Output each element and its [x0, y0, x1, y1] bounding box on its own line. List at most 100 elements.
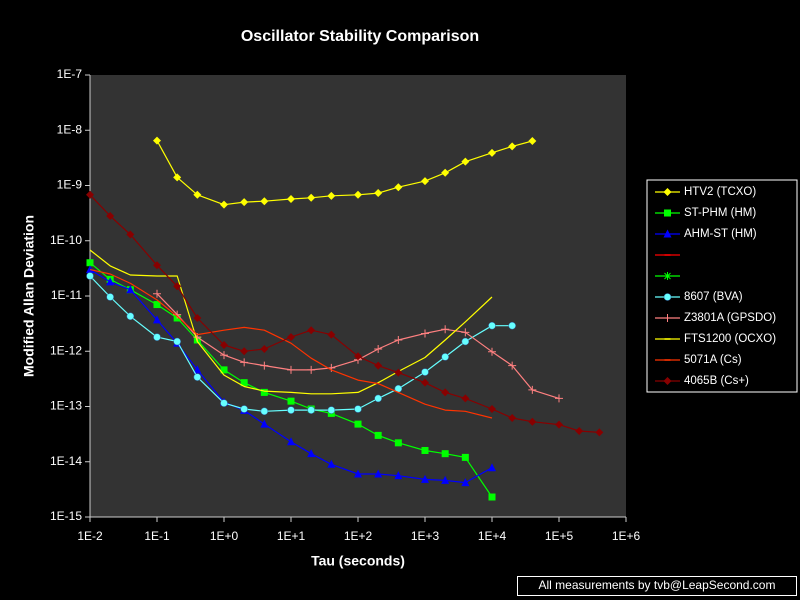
data-point [153, 136, 161, 145]
data-point [86, 265, 94, 274]
data-point [240, 347, 249, 356]
data-point [528, 385, 537, 394]
data-point [354, 420, 362, 428]
data-point [260, 344, 269, 353]
data-point [86, 190, 94, 199]
data-point [421, 446, 429, 454]
data-point [488, 347, 496, 356]
data-point [488, 463, 496, 472]
data-point [595, 428, 604, 437]
data-point [374, 361, 383, 370]
data-point [354, 469, 362, 478]
data-point [260, 361, 269, 370]
data-point [374, 394, 382, 403]
data-point [153, 261, 161, 270]
data-point [488, 405, 496, 414]
legend-label: FTS1200 (OCXO) [684, 333, 776, 345]
data-point [461, 478, 470, 487]
data-point [421, 378, 429, 387]
data-point [240, 198, 249, 207]
y-axis-label: Modified Allan Deviation [21, 215, 37, 377]
data-point [287, 437, 295, 446]
data-point [153, 315, 161, 324]
data-point [260, 197, 269, 206]
legend-label: 8607 (BVA) [684, 291, 743, 303]
data-point [307, 193, 316, 202]
data-point [173, 173, 182, 182]
y-tick-label: 1E-9 [57, 178, 83, 192]
data-point [461, 337, 470, 346]
y-tick-label: 1E-11 [51, 288, 82, 302]
data-point [461, 453, 469, 461]
data-point [374, 469, 383, 478]
x-tick-label: 1E+2 [344, 529, 373, 543]
data-point [488, 148, 496, 157]
legend-label: HTV2 (TCXO) [684, 186, 756, 198]
legend-marker [663, 188, 672, 196]
data-point [441, 168, 450, 177]
legend-label: AHM-ST (HM) [684, 228, 757, 240]
y-tick-label: 1E-7 [57, 67, 83, 81]
data-point [374, 344, 383, 353]
data-point [153, 301, 161, 309]
data-point [86, 272, 94, 280]
data-point [441, 450, 449, 458]
data-point [394, 183, 403, 192]
data-point [307, 406, 315, 414]
legend-box [646, 179, 798, 393]
data-point [528, 136, 537, 145]
data-point [374, 431, 382, 439]
data-point [106, 293, 114, 301]
legend-label: 5071A (Cs) [684, 354, 742, 366]
x-tick-label: 1E+4 [478, 529, 507, 543]
data-point [421, 474, 429, 483]
data-point [126, 230, 135, 239]
legend-marker [663, 229, 672, 238]
data-point [193, 373, 202, 381]
data-point [287, 406, 295, 414]
data-point [126, 312, 135, 321]
data-point [488, 321, 496, 330]
data-point [287, 333, 295, 342]
y-tick-label: 1E-10 [50, 233, 82, 247]
data-point [86, 259, 94, 267]
data-point [461, 394, 470, 403]
data-point [441, 475, 450, 484]
data-point [394, 439, 402, 447]
data-point [193, 190, 202, 199]
data-point [106, 212, 115, 221]
data-point [327, 459, 336, 468]
data-point [508, 413, 517, 422]
legend-label: Z3801A (GPSDO) [684, 312, 776, 324]
data-point [153, 333, 161, 341]
y-tick-label: 1E-8 [57, 122, 83, 136]
legend-marker [664, 272, 671, 280]
data-point [106, 277, 115, 286]
data-point [421, 368, 429, 376]
y-tick-label: 1E-12 [50, 343, 82, 357]
plot-area [90, 75, 626, 517]
legend-marker [663, 377, 672, 385]
data-point [575, 427, 584, 436]
x-tick-label: 1E+3 [411, 529, 440, 543]
data-point [354, 190, 362, 199]
legend-label: ST-PHM (HM) [684, 207, 756, 219]
data-point [327, 406, 336, 414]
data-point [287, 365, 295, 374]
legend-label: 4065B (Cs+) [684, 375, 749, 387]
data-point [220, 200, 228, 209]
data-point [461, 157, 470, 166]
x-tick-label: 1E-2 [77, 529, 103, 543]
data-point [441, 353, 449, 361]
x-tick-label: 1E+1 [277, 529, 306, 543]
data-point [508, 321, 516, 330]
data-point [441, 388, 450, 397]
data-point [441, 325, 450, 334]
data-point [394, 471, 403, 480]
y-tick-label: 1E-15 [50, 509, 82, 523]
data-point [528, 417, 537, 426]
data-point [193, 313, 202, 322]
data-point [220, 366, 228, 374]
data-point [327, 330, 336, 339]
footer-box [517, 576, 797, 596]
